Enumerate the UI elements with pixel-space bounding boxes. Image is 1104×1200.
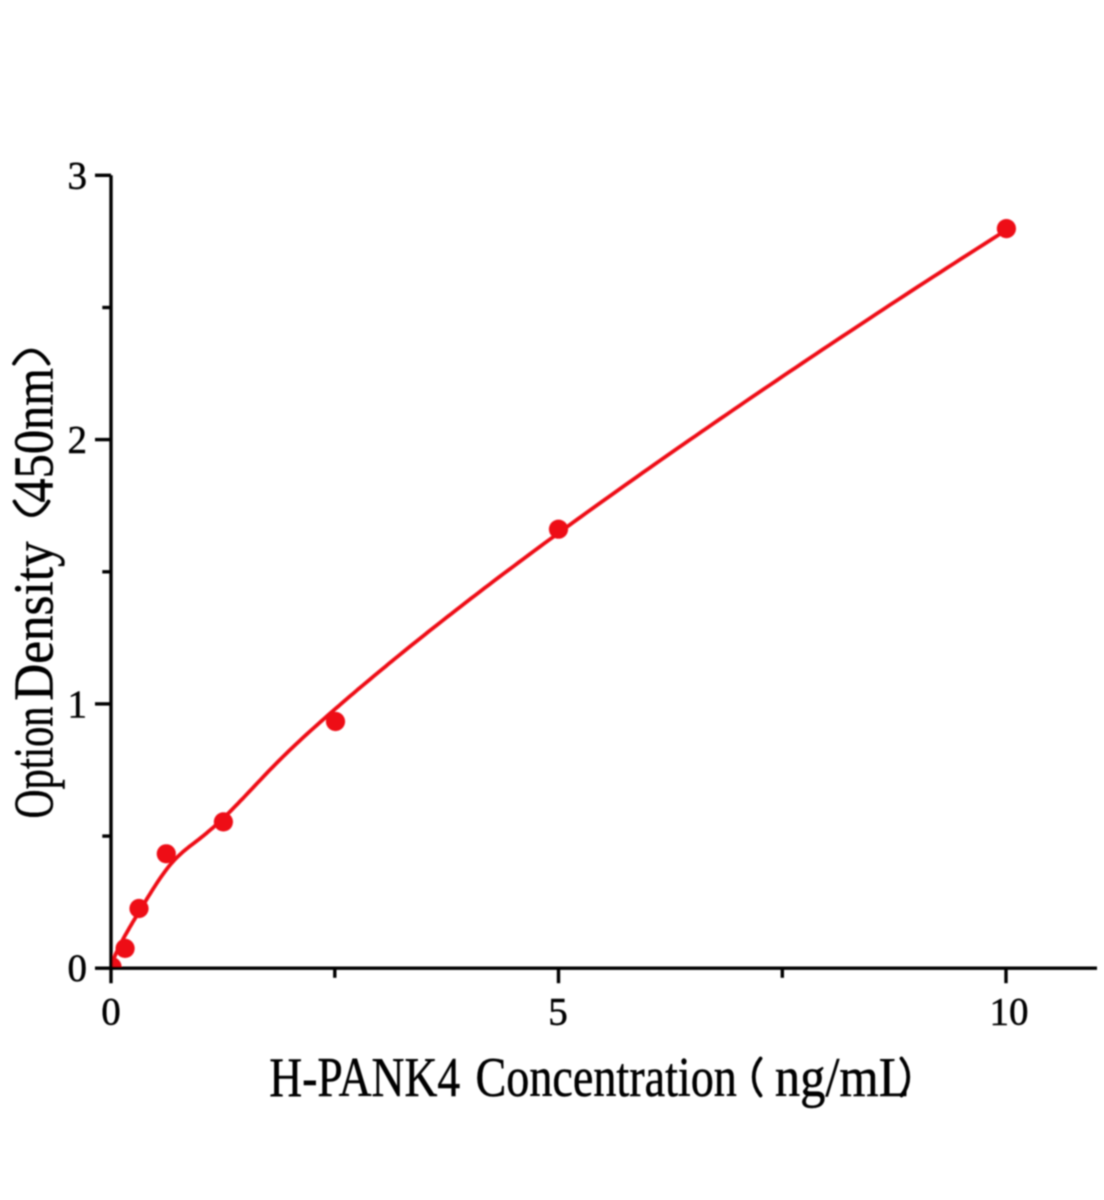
svg-text:Option: Option <box>3 707 65 819</box>
svg-text:ng/mL: ng/mL <box>775 1046 910 1109</box>
svg-text:Concentration: Concentration <box>476 1047 737 1109</box>
svg-text:H-PANK4: H-PANK4 <box>269 1047 460 1110</box>
svg-text:0: 0 <box>68 947 88 990</box>
svg-text:450nm: 450nm <box>3 368 65 503</box>
svg-text:3: 3 <box>68 154 88 197</box>
svg-text:1: 1 <box>68 683 88 726</box>
svg-text:2: 2 <box>68 419 88 462</box>
svg-text:Density: Density <box>2 541 65 701</box>
svg-text:5: 5 <box>548 990 568 1033</box>
svg-text:10: 10 <box>990 990 1029 1033</box>
svg-text:0: 0 <box>101 990 121 1033</box>
